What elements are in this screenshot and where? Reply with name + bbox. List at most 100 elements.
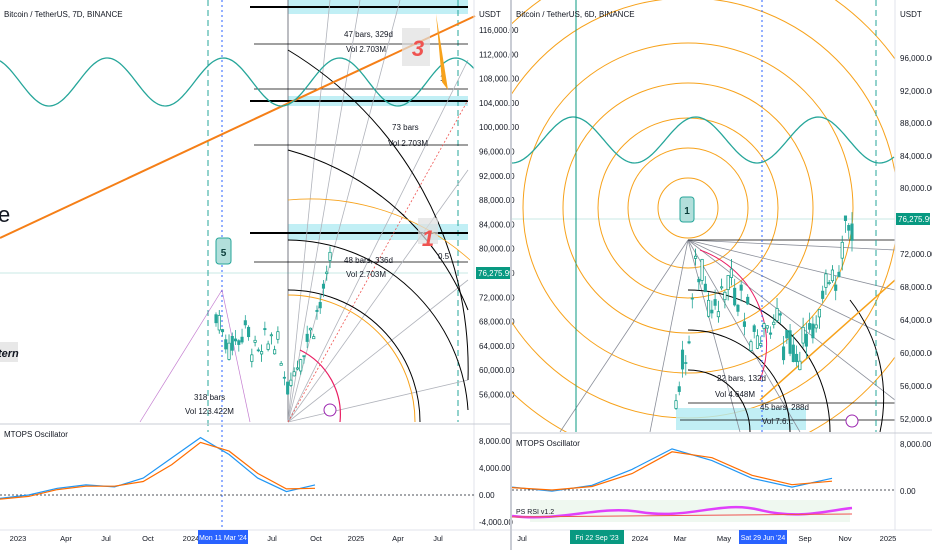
candle-body <box>240 336 244 343</box>
candle-body <box>707 299 711 317</box>
y-tick-label: 68,000.00 <box>479 318 515 327</box>
candle-body <box>315 310 319 312</box>
right-chart-pane[interactable]: 1 22 bars, 132d Vol 4.648M 45 bars, 288d… <box>433 0 932 544</box>
x-tick-label: 2023 <box>10 534 27 543</box>
measure-mid: 73 bars <box>392 123 419 132</box>
y-tick-label: 64,000.00 <box>900 316 932 325</box>
y-tick-label: 112,000.00 <box>479 50 519 59</box>
candle-body <box>811 323 815 339</box>
y-tick-label: 84,000.00 <box>479 220 515 229</box>
osc-tick-label: 8,000.00 <box>900 440 932 449</box>
candle-body <box>269 334 273 337</box>
right-price-label: 76,275.99 <box>898 215 932 224</box>
candle-body <box>821 290 825 299</box>
right-date-badge-1-label: Fri 22 Sep '23 <box>575 535 618 542</box>
y-tick-label: 104,000.00 <box>479 99 520 108</box>
wave-marker-3[interactable]: 3 <box>412 36 424 61</box>
lightning-icon[interactable] <box>323 403 337 417</box>
candle-body <box>778 313 782 316</box>
candle-body <box>233 338 238 342</box>
x-tick-label: Apr <box>60 534 72 543</box>
y-tick-label: 68,000.00 <box>900 283 932 292</box>
zone-right <box>676 408 806 430</box>
candle-body <box>804 333 808 347</box>
left-x-ticks: 2023 Apr Jul Oct 2024 Jul Oct 2025 Apr Jul <box>10 534 443 543</box>
candle-body <box>746 296 750 305</box>
candle-body <box>775 308 779 321</box>
candle-body <box>843 215 848 221</box>
y-tick-label: 88,000.00 <box>900 119 932 128</box>
candle-body <box>703 283 707 293</box>
candle-body <box>687 341 691 344</box>
y-tick-label: 88,000.00 <box>479 196 515 205</box>
right-wave-marker-1-label: 1 <box>684 206 690 217</box>
candle-body <box>795 353 799 363</box>
candle-body <box>217 315 221 331</box>
right-osc-orange <box>511 451 833 491</box>
candle-body <box>752 325 756 332</box>
osc-tick-label: 4,000.00 <box>479 464 511 473</box>
wave-marker-5[interactable] <box>215 237 232 265</box>
left-chart-title: Bitcoin / TetherUS, 7D, BINANCE <box>4 10 123 19</box>
y-tick-label: 92,000.00 <box>479 172 515 181</box>
x-tick-label: Jul <box>267 534 277 543</box>
candle-body <box>230 335 234 351</box>
right-lightning-icon[interactable] <box>845 414 859 428</box>
rsi-signal <box>511 513 853 518</box>
candle-body <box>243 320 247 326</box>
right-date-badge-1 <box>570 530 624 544</box>
rsi-title: PS RSI v1.2 <box>516 509 554 516</box>
left-chart-pane[interactable]: 5 3 1 1 0.5 47 bars, 329d Vol 2.703M 73 … <box>0 0 520 544</box>
right-date-badge-2 <box>739 530 787 544</box>
right-trend <box>759 279 895 401</box>
osc-tick-label: 8,000.00 <box>479 437 511 446</box>
x-tick-label: Nov <box>838 534 852 543</box>
candle-body <box>256 349 260 352</box>
right-measure-22: 22 bars, 132d <box>717 374 766 383</box>
candle-body <box>840 241 844 259</box>
left-osc-title: MTOPS Oscillator <box>4 430 68 439</box>
right-osc-ticks: 8,000.00 0.00 <box>900 440 932 496</box>
wave-marker-1[interactable]: 1 <box>422 226 434 251</box>
candle-body <box>759 343 763 346</box>
x-tick-label: Jul <box>433 534 443 543</box>
candle-body <box>266 343 270 350</box>
y-tick-label: 92,000.00 <box>900 87 932 96</box>
measure-low: 48 bars, 336d <box>344 256 393 265</box>
candle-body <box>788 330 792 354</box>
y-tick-label: 100,000.00 <box>479 123 520 132</box>
left-date-badge <box>198 530 248 544</box>
candle-body <box>312 336 316 340</box>
candle-body <box>785 330 789 339</box>
y-tick-label: 108,000.00 <box>479 75 520 84</box>
candle-body <box>824 273 828 288</box>
candles-left <box>214 246 332 395</box>
vol-mid: Vol 2.703M <box>388 139 428 148</box>
candle-body <box>837 271 841 277</box>
fib-label-05: 0.5 <box>438 252 450 261</box>
candle-body <box>830 269 834 282</box>
candle-body <box>710 309 714 314</box>
y-tick-label: 72,000.00 <box>900 250 932 259</box>
y-tick-label: 52,000.00 <box>900 415 932 424</box>
candle-body <box>700 258 704 281</box>
candle-body <box>253 339 257 343</box>
osc-tick-label: 0.00 <box>479 491 495 500</box>
right-vol-45: Vol 7.6... <box>762 417 793 426</box>
orange-wedge <box>436 14 448 90</box>
left-date-badge-label: Mon 11 Mar '24 <box>199 535 247 542</box>
partial-text-tern: tern <box>0 348 19 360</box>
candle-body <box>227 342 231 360</box>
candle-body <box>214 314 218 324</box>
marker-1-bg <box>418 218 438 244</box>
y-tick-label: 64,000.00 <box>479 342 515 351</box>
candle-body <box>798 360 802 371</box>
vol-low: Vol 2.703M <box>346 270 386 279</box>
right-wave-marker-1[interactable] <box>679 196 695 223</box>
osc-tick-label: -4,000.00 <box>479 518 513 527</box>
candle-body <box>847 225 851 231</box>
candle-body <box>237 340 241 345</box>
x-tick-label: Mar <box>674 534 687 543</box>
right-price-tag <box>896 213 930 225</box>
